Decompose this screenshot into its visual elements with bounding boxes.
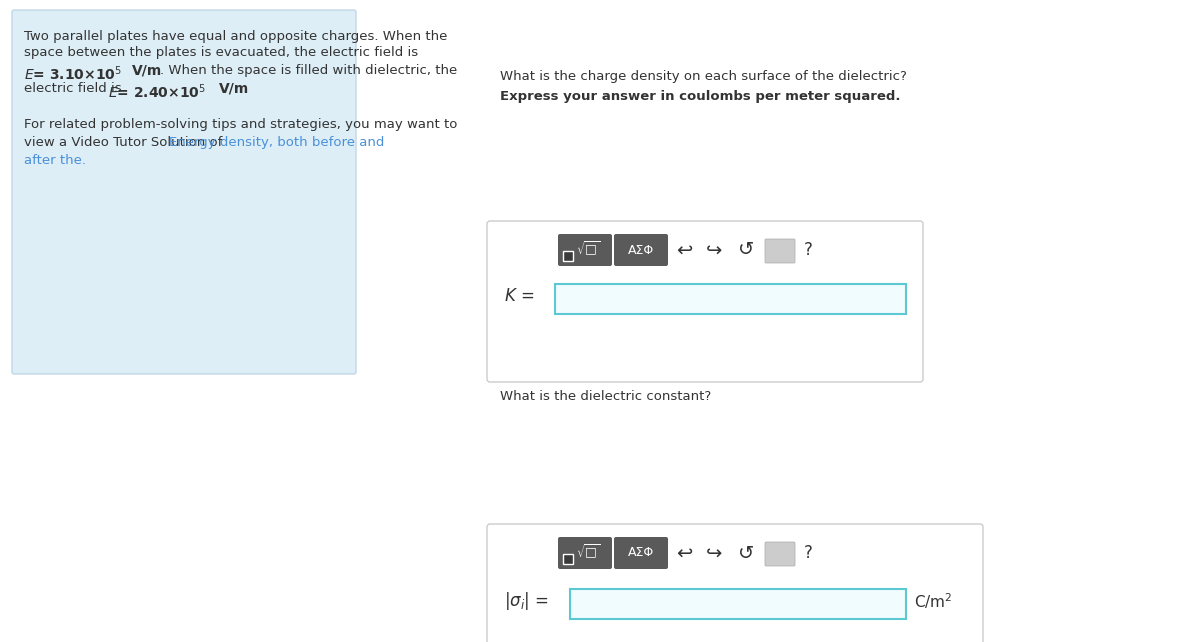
Text: Energy density, both before and: Energy density, both before and	[169, 136, 384, 149]
Text: C/m$^2$: C/m$^2$	[914, 591, 953, 611]
FancyBboxPatch shape	[554, 284, 906, 314]
Text: . When the space is filled with dielectric, the: . When the space is filled with dielectr…	[160, 64, 457, 77]
Text: after the.: after the.	[24, 154, 86, 167]
Text: AΣΦ: AΣΦ	[628, 243, 654, 257]
Text: What is the dielectric constant?: What is the dielectric constant?	[500, 390, 712, 403]
Text: ↪: ↪	[706, 544, 722, 562]
Text: $\sqrt{□}$: $\sqrt{□}$	[576, 240, 600, 258]
Text: V/m: V/m	[220, 82, 250, 96]
Text: ↩: ↩	[676, 241, 692, 259]
FancyBboxPatch shape	[487, 221, 923, 382]
Text: V/m: V/m	[132, 64, 162, 78]
Text: For related problem-solving tips and strategies, you may want to: For related problem-solving tips and str…	[24, 118, 457, 131]
Text: ↩: ↩	[676, 544, 692, 562]
FancyBboxPatch shape	[558, 537, 612, 569]
FancyBboxPatch shape	[563, 251, 574, 261]
FancyBboxPatch shape	[766, 239, 796, 263]
FancyBboxPatch shape	[487, 524, 983, 642]
Text: $\sqrt{□}$: $\sqrt{□}$	[576, 543, 600, 561]
Text: $K$ =: $K$ =	[504, 287, 534, 305]
Text: $|\sigma_i|$ =: $|\sigma_i|$ =	[504, 590, 548, 612]
Text: view a Video Tutor Solution of: view a Video Tutor Solution of	[24, 136, 227, 149]
FancyBboxPatch shape	[570, 589, 906, 619]
Text: ?: ?	[804, 544, 812, 562]
FancyBboxPatch shape	[558, 234, 612, 266]
Text: electric field is: electric field is	[24, 82, 126, 95]
Text: AΣΦ: AΣΦ	[628, 546, 654, 559]
Text: ↪: ↪	[706, 241, 722, 259]
FancyBboxPatch shape	[614, 234, 668, 266]
Text: What is the charge density on each surface of the dielectric?: What is the charge density on each surfa…	[500, 70, 907, 83]
Text: Two parallel plates have equal and opposite charges. When the: Two parallel plates have equal and oppos…	[24, 30, 448, 43]
Text: space between the plates is evacuated, the electric field is: space between the plates is evacuated, t…	[24, 46, 418, 59]
Text: $\mathit{E}$= 3.10×10$^5$: $\mathit{E}$= 3.10×10$^5$	[24, 64, 124, 83]
FancyBboxPatch shape	[614, 537, 668, 569]
Text: ?: ?	[804, 241, 812, 259]
Text: $\mathit{E}$= 2.40×10$^5$: $\mathit{E}$= 2.40×10$^5$	[108, 82, 208, 101]
Text: Express your answer in coulombs per meter squared.: Express your answer in coulombs per mete…	[500, 90, 900, 103]
Text: ↺: ↺	[738, 241, 755, 259]
FancyBboxPatch shape	[12, 10, 356, 374]
FancyBboxPatch shape	[766, 542, 796, 566]
FancyBboxPatch shape	[563, 554, 574, 564]
Text: .: .	[244, 82, 248, 95]
Text: ↺: ↺	[738, 544, 755, 562]
